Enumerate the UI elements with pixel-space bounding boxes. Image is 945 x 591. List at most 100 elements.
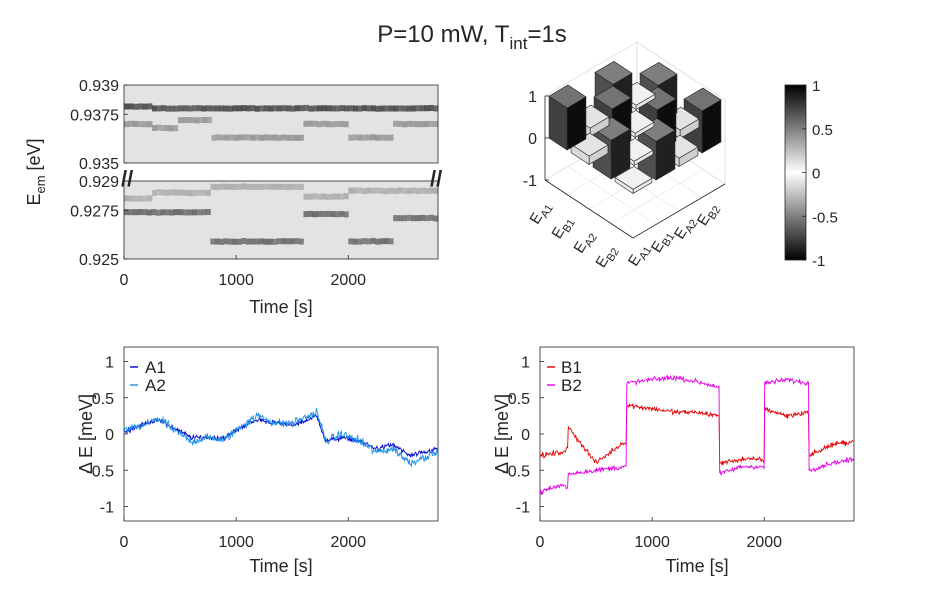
spectrum-line-segment xyxy=(137,209,143,216)
colorbar-tick-label: -1 xyxy=(812,253,825,270)
spectrum-line-segment xyxy=(267,238,273,245)
spectrum-line-segment xyxy=(312,211,318,218)
spectrum-line-segment xyxy=(272,183,278,190)
spectrum-line-segment xyxy=(330,193,336,200)
spectrum-line-segment xyxy=(263,105,269,112)
spectrum-line-segment xyxy=(259,105,265,112)
spectrum-xtick-label: 0 xyxy=(120,272,129,289)
spectrum-lower-yticks: 0.925 0.9275 0.929 xyxy=(70,174,128,269)
spectrum-line-segment xyxy=(232,183,238,190)
spectrum-line-segment xyxy=(227,105,233,112)
spectrum-line-segment xyxy=(223,105,229,112)
spectrum-line-segment xyxy=(411,105,417,112)
spectrum-line-segment xyxy=(361,134,367,141)
spectrum-line-segment xyxy=(198,117,204,124)
spectrum-line-segment xyxy=(178,189,184,196)
spectrum-line-segment xyxy=(156,189,162,196)
trace-ytick-label: 0.5 xyxy=(92,391,114,408)
spectrum-line-segment xyxy=(352,134,358,141)
a-traces-lines xyxy=(123,407,439,468)
trace-ytick-label: 1 xyxy=(521,355,530,372)
spectrum-line-segment xyxy=(285,184,291,191)
spectrum-line-segment xyxy=(286,105,291,112)
spectrum-line-segment xyxy=(388,134,394,141)
colorbar-ticks: 1 0.5 0 -0.5 -1 xyxy=(802,78,838,270)
spectrum-line-segment xyxy=(138,121,144,128)
spectrum-line-segment xyxy=(156,124,162,131)
spectrum-line-segment xyxy=(142,103,148,110)
spectrum-line-segment xyxy=(295,105,300,112)
spectrum-line-segment xyxy=(290,238,295,245)
legend-label-b2: B2 xyxy=(561,376,582,395)
bar3d-bar-top xyxy=(593,85,632,110)
spectrum-line-segment xyxy=(303,211,309,218)
spectrum-line-segment xyxy=(142,209,148,216)
bar3d-z-tick-label: 1 xyxy=(528,89,537,106)
spectrum-line-segment xyxy=(281,105,287,112)
spectrum-line-segment xyxy=(285,134,291,141)
trace-xtick-label: 1000 xyxy=(218,534,254,551)
spectrum-line-segment xyxy=(214,105,220,112)
spectrum-line-segment xyxy=(379,238,385,245)
spectrum-line-segment xyxy=(128,209,134,216)
spectrum-line-segment xyxy=(348,105,354,112)
spectrum-line-segment xyxy=(406,120,412,127)
spectrum-line-segment xyxy=(429,120,434,127)
trace-ytick-label: 0 xyxy=(105,427,114,444)
spectrum-line-segment xyxy=(402,215,407,222)
trace-xtick-label: 0 xyxy=(120,534,129,551)
spectrum-line-segment xyxy=(375,134,381,141)
spectrum-line-segment xyxy=(147,195,153,202)
spectrum-line-segment xyxy=(375,105,381,112)
spectrum-line-segment xyxy=(406,105,412,112)
spectrum-line-segment xyxy=(361,188,367,195)
spectrum-line-segment xyxy=(303,120,309,127)
spectrum-xtick-label: 2000 xyxy=(330,272,366,289)
bar3d-bar-top xyxy=(639,62,678,86)
spectrum-line-segment xyxy=(160,209,166,216)
spectrum-line-segment xyxy=(299,105,305,112)
spectrum-line-segment xyxy=(138,195,144,202)
spectrum-line-segment xyxy=(429,187,434,194)
trace-ytick-label: -1 xyxy=(100,500,114,517)
spectrum-line-segment xyxy=(281,238,287,245)
spectrum-line-segment xyxy=(196,189,202,196)
spectrum-line-segment xyxy=(343,211,349,218)
spectrum-line-segment xyxy=(156,105,162,112)
spectrum-line-segment xyxy=(203,117,208,124)
spectrum-line-segment xyxy=(160,124,166,131)
spectrum-line-segment xyxy=(155,209,161,216)
spectrum-line-segment xyxy=(215,134,221,141)
spectrum-line-segment xyxy=(272,134,278,141)
spectrum-line-segment xyxy=(205,209,211,216)
spectrum-line-segment xyxy=(223,183,229,190)
spectrum-line-segment xyxy=(178,209,184,216)
spectrum-line-segment xyxy=(379,105,385,112)
spectrum-line-segment xyxy=(192,105,198,112)
spectrum-line-segment xyxy=(245,105,251,112)
spectrum-line-segment xyxy=(232,238,238,245)
spectrum-line-segment xyxy=(321,193,327,200)
spectrum-line-segment xyxy=(294,183,300,190)
trace-xtick-label: 1000 xyxy=(634,534,670,551)
colorbar-tick-label: 0.5 xyxy=(812,122,833,139)
spectrum-line-segment xyxy=(254,238,260,245)
spectrum-line-segment xyxy=(433,105,439,112)
spectrum-line-segment xyxy=(255,134,261,141)
spectrum-line-segment xyxy=(424,215,430,222)
spectrum-line-segment xyxy=(366,187,372,194)
spectrum-line-segment xyxy=(245,183,251,190)
spectrum-line-segment xyxy=(366,238,372,245)
spectrum-line-segment xyxy=(415,187,421,194)
spectrum-line-segment xyxy=(187,209,193,216)
bar3d-z-tick-label: -1 xyxy=(523,173,537,190)
b-traces-lines xyxy=(539,374,855,496)
bar3d-row-label: EB2 xyxy=(593,242,622,273)
spectrum-line-segment xyxy=(196,105,202,112)
spectrum-line-segment xyxy=(263,183,269,190)
spectrum-line-segment xyxy=(220,134,226,141)
spectrum-line-segment xyxy=(165,189,171,196)
spectrum-line-segment xyxy=(254,183,260,190)
spectrum-line-segment xyxy=(361,238,367,245)
colorbar-tick-label: -0.5 xyxy=(812,209,838,226)
